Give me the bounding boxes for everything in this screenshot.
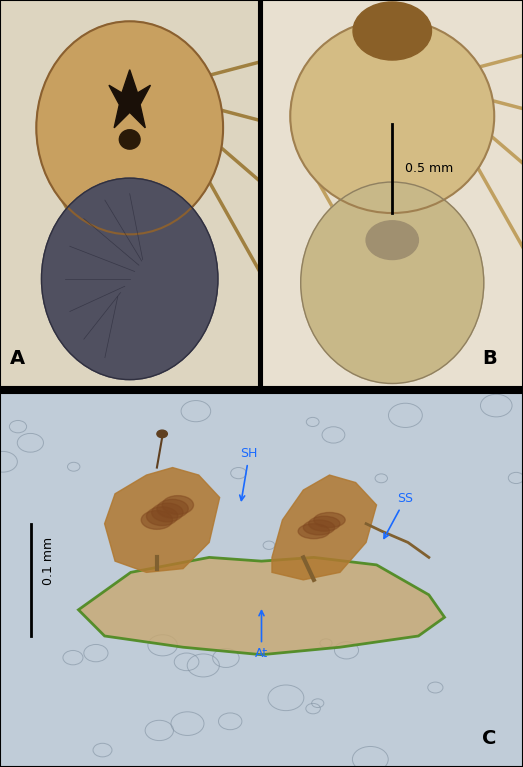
Ellipse shape (303, 520, 335, 535)
Circle shape (157, 430, 167, 438)
Text: SS: SS (384, 492, 414, 538)
Polygon shape (105, 468, 220, 572)
Text: 0.1 mm: 0.1 mm (42, 537, 55, 585)
Ellipse shape (366, 221, 418, 259)
Ellipse shape (36, 21, 223, 235)
Polygon shape (272, 475, 377, 580)
Ellipse shape (314, 512, 345, 528)
Text: SH: SH (240, 447, 258, 500)
Text: 0.5 mm: 0.5 mm (405, 162, 453, 175)
Text: B: B (482, 349, 497, 368)
Text: At: At (255, 611, 268, 660)
Ellipse shape (119, 130, 140, 149)
Ellipse shape (290, 19, 494, 213)
Polygon shape (109, 70, 151, 128)
Ellipse shape (141, 511, 173, 529)
Text: A: A (10, 349, 26, 368)
Ellipse shape (152, 503, 183, 522)
Ellipse shape (301, 182, 484, 384)
Text: C: C (483, 729, 497, 749)
Ellipse shape (162, 495, 194, 515)
Ellipse shape (157, 499, 188, 518)
Ellipse shape (298, 524, 329, 538)
Ellipse shape (146, 507, 178, 525)
Ellipse shape (309, 516, 340, 532)
Polygon shape (78, 558, 445, 655)
Ellipse shape (41, 178, 218, 380)
Ellipse shape (353, 2, 431, 60)
